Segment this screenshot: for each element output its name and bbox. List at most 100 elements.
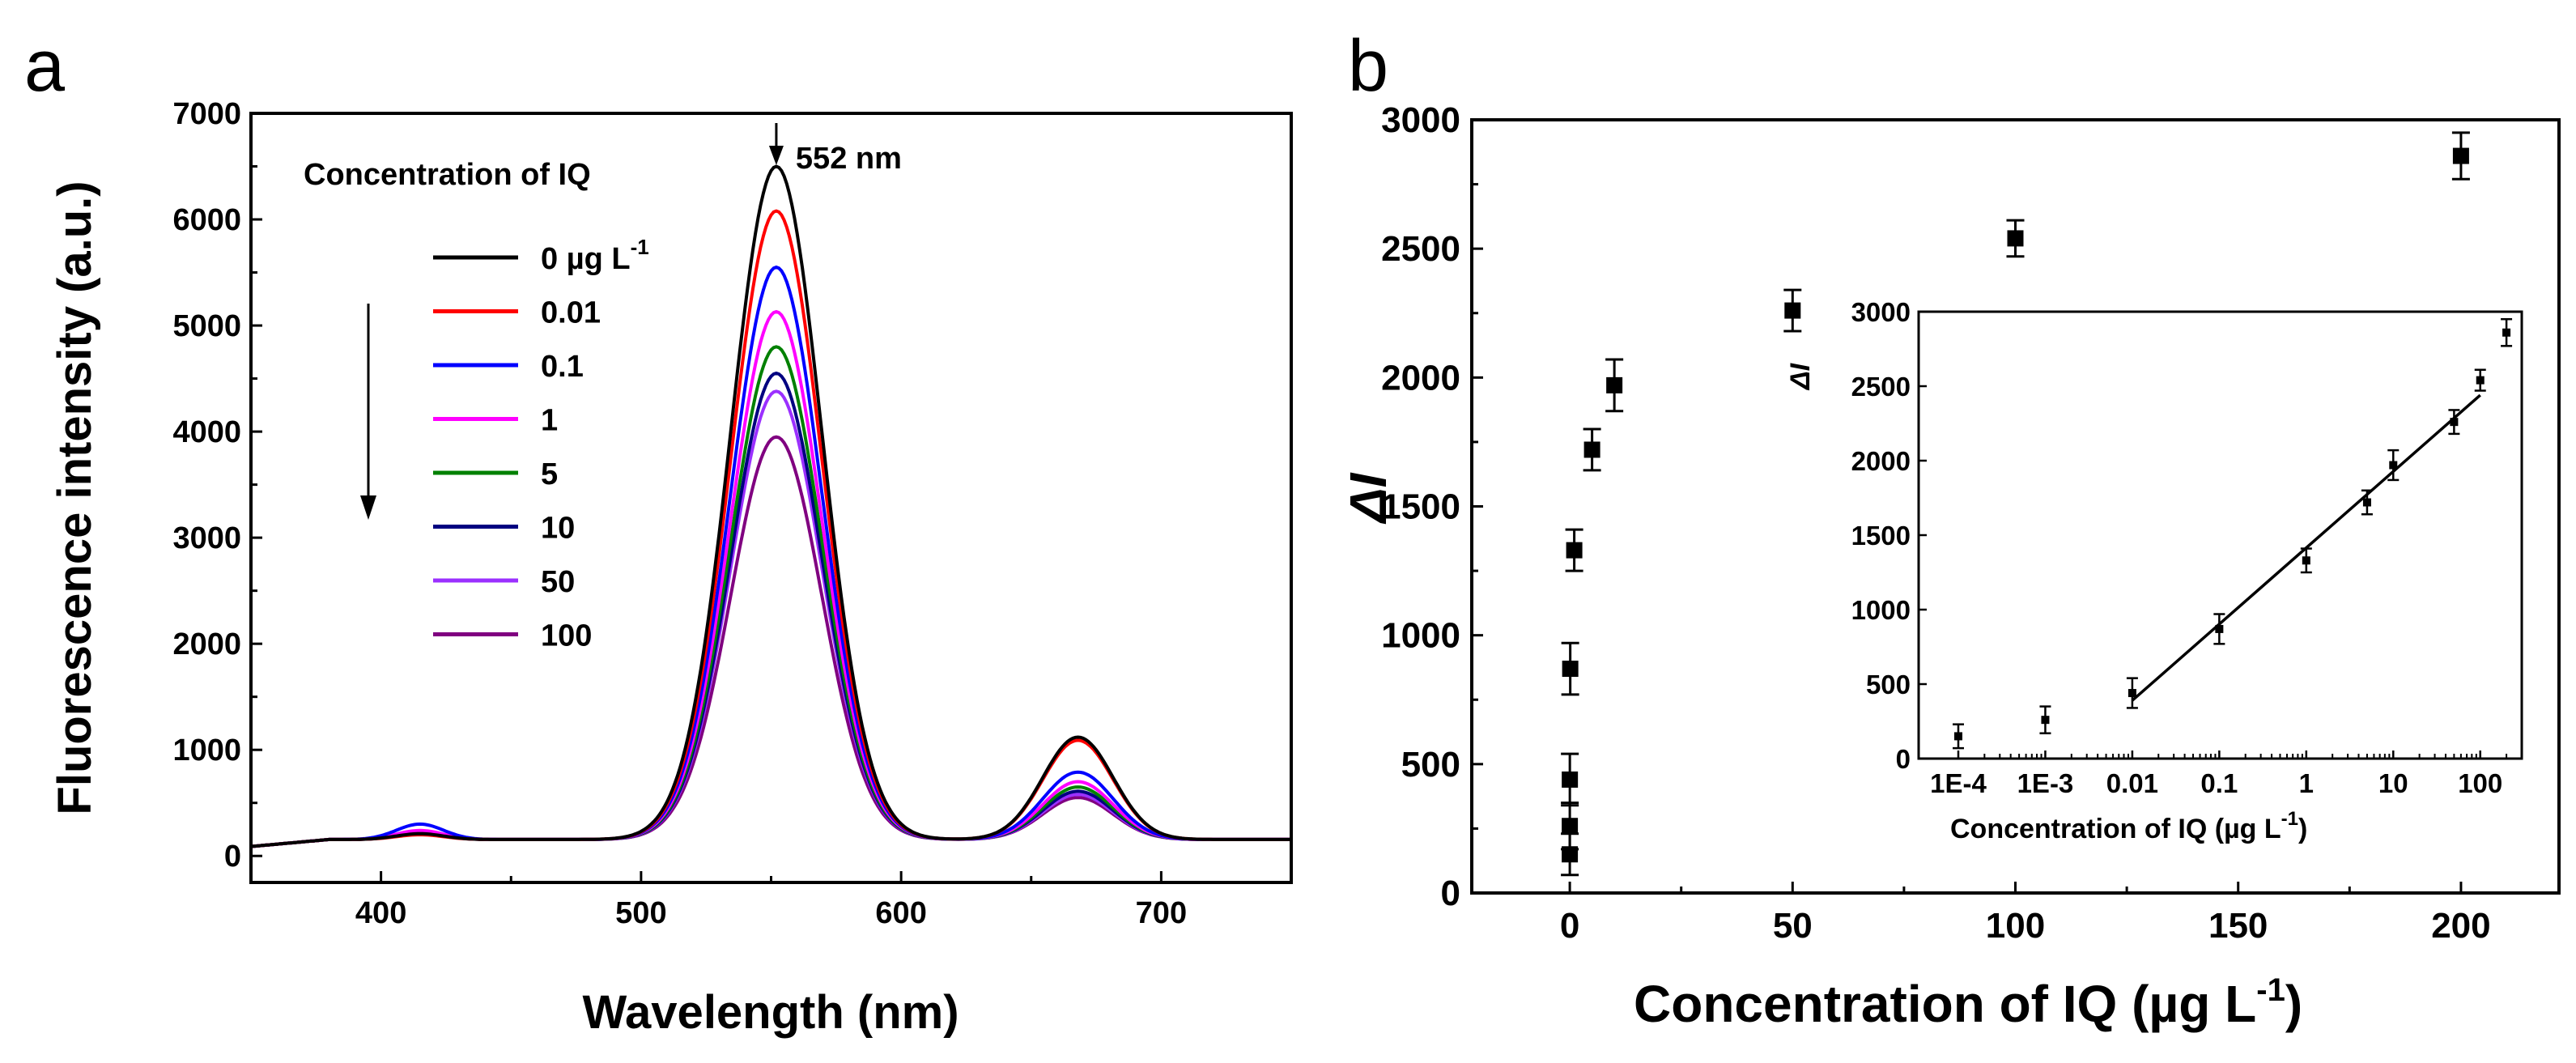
inset-x-tick-label: 1 bbox=[2299, 768, 2314, 798]
x-axis-label-b-close: ) bbox=[2285, 975, 2302, 1033]
inset-data-points bbox=[1952, 317, 2513, 750]
spectrum-line-5 bbox=[250, 345, 1291, 848]
peak-arrowhead bbox=[768, 146, 784, 165]
x-tick-label-a: 500 bbox=[615, 896, 666, 930]
inset-y-tick-label: 3000 bbox=[1851, 297, 1911, 327]
inset-x-tick-label: 1E-4 bbox=[1930, 768, 1987, 798]
x-tick-label-b: 200 bbox=[2431, 906, 2490, 946]
y-tick-label-a: 1000 bbox=[172, 733, 241, 767]
data-point-b bbox=[1784, 302, 1801, 319]
inset-y-tick-label: 1500 bbox=[1851, 521, 1911, 551]
spectrum-line-0 bbox=[250, 164, 1291, 848]
peak-annotation: 552 nm bbox=[768, 123, 902, 176]
legend-a: 0 µg L-1 0.01 0.1 1 5 10 50 100 bbox=[360, 235, 649, 653]
inset-y-axis-label: ΔI bbox=[1785, 362, 1816, 391]
x-axis-label-b: Concentration of IQ (µg L-1) bbox=[1634, 972, 2302, 1033]
spectra-curves bbox=[250, 164, 1291, 848]
inset-x-tick-label: 0.01 bbox=[2106, 768, 2158, 798]
data-point-b bbox=[1562, 771, 1579, 788]
data-point-b bbox=[2452, 147, 2469, 164]
y-tick-label-b: 2500 bbox=[1381, 229, 1460, 269]
y-tick-label-a: 5000 bbox=[172, 309, 241, 343]
legend-label-0.1: 0.1 bbox=[541, 350, 584, 384]
data-point-b bbox=[1562, 661, 1579, 678]
inset-y-tick-label: 1000 bbox=[1851, 595, 1911, 625]
y-tick-label-b: 0 bbox=[1441, 874, 1460, 913]
inset-frame bbox=[1917, 310, 2523, 760]
x-axis-label-a: Wavelength (nm) bbox=[582, 986, 959, 1039]
spectrum-line-50 bbox=[250, 389, 1291, 848]
y-tick-label-b: 500 bbox=[1401, 745, 1460, 784]
legend-title: Concentration of IQ bbox=[304, 158, 591, 192]
spectrum-line-0.1 bbox=[250, 265, 1291, 848]
peak-label: 552 nm bbox=[796, 142, 902, 176]
y-axis-label-b: ΔI bbox=[1339, 472, 1397, 524]
y-tick-label-b: 1000 bbox=[1381, 616, 1460, 656]
data-point-b bbox=[1606, 376, 1623, 393]
panel-label-a: a bbox=[24, 26, 66, 107]
data-point-b bbox=[1583, 441, 1600, 458]
legend-label-10: 10 bbox=[541, 512, 575, 546]
plot-frame-a bbox=[249, 112, 1293, 884]
legend-label-0: 0 µg L-1 bbox=[541, 235, 649, 276]
data-point-b bbox=[1562, 818, 1579, 835]
inset-data-point bbox=[1953, 732, 1962, 741]
legend-label-100: 100 bbox=[541, 619, 592, 653]
legend-label-0.01: 0.01 bbox=[541, 296, 601, 330]
x-tick-label-a: 600 bbox=[875, 896, 926, 930]
y-tick-label-a: 0 bbox=[224, 840, 241, 874]
inset-data-point bbox=[2128, 689, 2136, 698]
x-tick-label-b: 100 bbox=[1986, 906, 2045, 946]
inset-data-point bbox=[2215, 624, 2224, 633]
inset-x-label-close: ) bbox=[2298, 814, 2307, 844]
inset-data-point bbox=[2041, 716, 2050, 725]
x-tick-label-a: 700 bbox=[1136, 896, 1187, 930]
legend-label-1: 1 bbox=[541, 404, 558, 438]
inset-data-point bbox=[2476, 376, 2485, 385]
y-tick-label-a: 4000 bbox=[172, 415, 241, 449]
inset-chart: 1E-4 1E-3 0.01 0.1 1 10 1000500100015002000250… bbox=[1785, 297, 2523, 844]
x-tick-label-a: 400 bbox=[355, 896, 406, 930]
x-tick-label-b: 150 bbox=[2208, 906, 2268, 946]
y-tick-label-b: 3000 bbox=[1381, 100, 1460, 140]
y-tick-label-a: 3000 bbox=[172, 521, 241, 555]
x-tick-label-b: 50 bbox=[1773, 906, 1813, 946]
inset-data-point bbox=[2389, 461, 2398, 470]
data-points-b bbox=[1561, 131, 2470, 877]
inset-data-point bbox=[2362, 498, 2371, 507]
inset-x-label-exp: -1 bbox=[2281, 808, 2298, 830]
x-axis-label-b-text: Concentration of IQ (µg L bbox=[1634, 975, 2256, 1033]
y-tick-label-a: 7000 bbox=[172, 97, 241, 131]
spectrum-line-0.01 bbox=[250, 209, 1291, 848]
inset-data-point bbox=[2302, 556, 2310, 565]
x-axis-label-b-exp: -1 bbox=[2256, 972, 2285, 1008]
inset-x-tick-label: 0.1 bbox=[2200, 768, 2238, 798]
y-axis-label-a: Fluorescence intensity (a.u.) bbox=[49, 181, 101, 814]
inset-y-tick-label: 2500 bbox=[1851, 372, 1911, 402]
inset-data-point bbox=[2450, 418, 2459, 427]
y-tick-label-a: 6000 bbox=[172, 203, 241, 237]
inset-x-tick-label: 10 bbox=[2378, 768, 2408, 798]
legend-label-50: 50 bbox=[541, 565, 575, 599]
inset-x-label-text: Concentration of IQ (µg L bbox=[1950, 814, 2281, 844]
panel-label-b: b bbox=[1348, 26, 1388, 107]
decrease-arrowhead bbox=[360, 495, 376, 520]
inset-y-tick-label: 500 bbox=[1866, 670, 1911, 699]
inset-y-tick-label: 0 bbox=[1896, 744, 1911, 774]
data-point-b bbox=[1566, 542, 1583, 559]
inset-data-point bbox=[2502, 328, 2511, 337]
x-tick-label-b: 0 bbox=[1560, 906, 1579, 946]
inset-x-tick-label: 100 bbox=[2458, 768, 2502, 798]
inset-x-axis-label: Concentration of IQ (µg L-1) bbox=[1950, 808, 2307, 844]
inset-axis-ticks: 1E-4 1E-3 0.01 0.1 1 10 1000500100015002000250… bbox=[1851, 297, 2508, 798]
spectrum-line-10 bbox=[250, 371, 1291, 848]
inset-y-tick-label: 2000 bbox=[1851, 446, 1911, 476]
y-tick-label-b: 2000 bbox=[1381, 358, 1460, 398]
y-tick-label-a: 2000 bbox=[172, 627, 241, 661]
y-tick-label-b: 1500 bbox=[1381, 487, 1460, 527]
spectrum-line-100 bbox=[250, 435, 1291, 848]
spectrum-line-1 bbox=[250, 309, 1291, 848]
